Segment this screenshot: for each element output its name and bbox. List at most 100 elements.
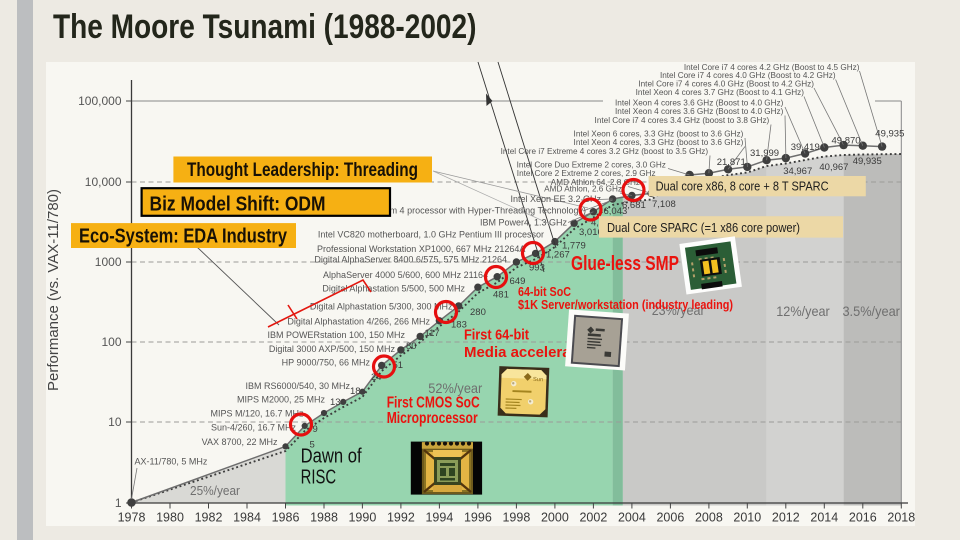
svg-text:1: 1	[115, 496, 122, 510]
svg-text:AMD Athlon, 2.6 GHz: AMD Athlon, 2.6 GHz	[544, 185, 622, 194]
svg-text:AlphaServer 4000 5/600, 600 MH: AlphaServer 4000 5/600, 600 MHz 21164	[323, 270, 488, 280]
svg-text:Performance (vs. VAX-11/780): Performance (vs. VAX-11/780)	[45, 189, 62, 391]
svg-text:5: 5	[310, 440, 315, 451]
svg-text:Intel Core i7 4 cores 4.2 GHz: Intel Core i7 4 cores 4.2 GHz (Boost to …	[684, 63, 860, 72]
svg-text:13: 13	[330, 397, 341, 408]
svg-text:Digital Alphastation 5/300, 30: Digital Alphastation 5/300, 300 MHz	[310, 302, 453, 312]
svg-text:HP 9000/750, 66 MHz: HP 9000/750, 66 MHz	[282, 358, 371, 368]
svg-text:2010: 2010	[733, 511, 761, 525]
svg-text:1000: 1000	[95, 255, 122, 269]
svg-text:Thought Leadership: Threading: Thought Leadership: Threading	[187, 160, 418, 181]
svg-text:1984: 1984	[233, 511, 261, 525]
svg-text:1990: 1990	[348, 511, 376, 525]
svg-text:AMD Athlon 64, 2.8 GHz: AMD Athlon 64, 2.8 GHz	[551, 178, 640, 187]
svg-text:51: 51	[393, 360, 404, 371]
svg-text:1996: 1996	[464, 511, 492, 525]
svg-text:1998: 1998	[502, 511, 530, 525]
svg-text:31,999: 31,999	[750, 148, 779, 159]
svg-text:6,043: 6,043	[604, 206, 628, 217]
svg-text:AX-11/780, 5 MHz: AX-11/780, 5 MHz	[135, 457, 208, 467]
svg-text:1982: 1982	[195, 511, 223, 525]
svg-text:1978: 1978	[118, 511, 146, 525]
svg-text:Sun-4/260, 16.7 MHz: Sun-4/260, 16.7 MHz	[211, 423, 297, 433]
svg-text:First CMOS SoC: First CMOS SoC	[387, 395, 480, 412]
svg-text:1980: 1980	[156, 511, 184, 525]
svg-text:Intel Core i7 Extreme 4 cores: Intel Core i7 Extreme 4 cores 3.2 GHz (b…	[501, 147, 709, 156]
svg-text:52%/year: 52%/year	[428, 380, 482, 396]
svg-text:RISC: RISC	[301, 467, 337, 489]
svg-text:481: 481	[493, 290, 509, 301]
svg-text:IBM RS6000/540, 30 MHz: IBM RS6000/540, 30 MHz	[245, 381, 350, 391]
svg-text:100,000: 100,000	[78, 94, 122, 108]
svg-text:9: 9	[313, 424, 318, 435]
svg-text:MIPS M/120, 16.7 MHz: MIPS M/120, 16.7 MHz	[210, 409, 304, 419]
svg-text:Microprocessor: Microprocessor	[387, 410, 478, 427]
svg-text:Digital AlphaServer 8400 6/575: Digital AlphaServer 8400 6/575, 575 MHz …	[314, 254, 507, 264]
svg-text:183: 183	[451, 320, 467, 331]
svg-text:Intel Core 2 Extreme 2 cores,: Intel Core 2 Extreme 2 cores, 2.9 GHz	[517, 169, 656, 178]
svg-text:Intel Xeon EE 3.2 GHz: Intel Xeon EE 3.2 GHz	[510, 194, 601, 204]
svg-text:21,871: 21,871	[717, 157, 746, 168]
svg-text:Dual Core SPARC (=1 x86 core p: Dual Core SPARC (=1 x86 core power)	[607, 221, 800, 235]
svg-text:12%/year: 12%/year	[776, 303, 830, 319]
svg-text:3.5%/year: 3.5%/year	[842, 303, 900, 319]
svg-text:2000: 2000	[541, 511, 569, 525]
svg-text:Intel Core i7 4 cores 4.0 GHz: Intel Core i7 4 cores 4.0 GHz (Boost to …	[638, 80, 814, 89]
svg-text:25%/year: 25%/year	[190, 484, 240, 498]
svg-text:2016: 2016	[849, 511, 877, 525]
svg-text:24: 24	[371, 372, 382, 383]
svg-text:280: 280	[470, 307, 486, 318]
svg-text:100: 100	[101, 335, 121, 349]
svg-text:649: 649	[510, 276, 526, 287]
svg-text:Digital Alphastation 5/500, 50: Digital Alphastation 5/500, 500 MHz	[322, 284, 465, 294]
svg-text:VAX 8700, 22 MHz: VAX 8700, 22 MHz	[202, 437, 278, 447]
svg-text:Biz Model Shift: ODM: Biz Model Shift: ODM	[150, 194, 326, 216]
svg-text:Intel Core i7 4 cores 4.0 GHz: Intel Core i7 4 cores 4.0 GHz (Boost to …	[660, 71, 836, 80]
svg-text:1994: 1994	[425, 511, 453, 525]
svg-text:18: 18	[350, 386, 361, 397]
svg-text:1988: 1988	[310, 511, 338, 525]
svg-text:2012: 2012	[772, 511, 800, 525]
svg-text:2002: 2002	[579, 511, 607, 525]
svg-text:Sun: Sun	[533, 377, 544, 383]
svg-text:49,935: 49,935	[875, 128, 904, 139]
svg-text:80: 80	[406, 341, 417, 352]
svg-text:Digital 3000 AXP/500, 150 MHz: Digital 3000 AXP/500, 150 MHz	[269, 344, 396, 354]
svg-text:3,016: 3,016	[579, 227, 603, 238]
svg-text:2018: 2018	[887, 511, 915, 525]
svg-text:49,870: 49,870	[832, 136, 861, 147]
svg-text:Intel Core Duo Extreme 2 cores: Intel Core Duo Extreme 2 cores, 3.0 GHz	[517, 160, 666, 169]
svg-text:7,108: 7,108	[652, 199, 676, 210]
svg-text:39,419: 39,419	[791, 142, 820, 153]
svg-text:34,967: 34,967	[783, 166, 812, 177]
svg-text:$1K Server/workstation (indus: $1K Server/workstation (industry leading…	[518, 298, 733, 312]
svg-text:49,935: 49,935	[853, 156, 882, 167]
svg-text:MIPS M2000, 25 MHz: MIPS M2000, 25 MHz	[237, 395, 326, 405]
svg-text:64-bit SoC: 64-bit SoC	[518, 284, 571, 299]
svg-text:Intel Xeon 4 cores 3.7 GHz (Bo: Intel Xeon 4 cores 3.7 GHz (Boost to 4.1…	[636, 88, 805, 97]
svg-text:2004: 2004	[618, 511, 646, 525]
svg-text:117: 117	[425, 328, 440, 339]
svg-text:Digital Alphastation 4/266, 26: Digital Alphastation 4/266, 266 MHz	[287, 317, 430, 327]
svg-text:10: 10	[108, 415, 122, 429]
svg-text:Professional Workstation XP100: Professional Workstation XP1000, 667 MHz…	[317, 244, 525, 254]
svg-text:993: 993	[529, 262, 545, 273]
svg-text:Glue-less SMP: Glue-less SMP	[571, 253, 679, 275]
svg-text:Dual core x86, 8 core + 8 T SP: Dual core x86, 8 core + 8 T SPARC	[656, 180, 829, 194]
svg-text:2008: 2008	[695, 511, 723, 525]
svg-text:Intel Xeon 4 cores 3.6 GHz (Bo: Intel Xeon 4 cores 3.6 GHz (Boost to 4.0…	[615, 99, 784, 108]
svg-text:2014: 2014	[810, 511, 838, 525]
svg-text:IBM Power4, 1.3 GHz: IBM Power4, 1.3 GHz	[480, 217, 568, 227]
svg-text:23%/year: 23%/year	[652, 302, 705, 318]
svg-text:Dawn of: Dawn of	[301, 446, 362, 468]
svg-text:Eco-System: EDA Industry: Eco-System: EDA Industry	[79, 226, 288, 248]
svg-text:First 64-bit: First 64-bit	[464, 328, 529, 344]
svg-text:1,267: 1,267	[546, 250, 570, 261]
svg-text:Intel Xeon 6 cores, 3.3 GHz (b: Intel Xeon 6 cores, 3.3 GHz (boost to 3.…	[574, 129, 744, 138]
svg-text:Intel Xeon 4 cores, 3.3 GHz (b: Intel Xeon 4 cores, 3.3 GHz (boost to 3.…	[574, 138, 744, 147]
svg-text:2006: 2006	[656, 511, 684, 525]
svg-text:Intel Xeon 4 cores 3.6 GHz (Bo: Intel Xeon 4 cores 3.6 GHz (Boost to 4.0…	[615, 107, 784, 116]
svg-text:40,967: 40,967	[819, 162, 848, 173]
svg-text:1986: 1986	[272, 511, 300, 525]
svg-text:Intel VC820 motherboard, 1.0 G: Intel VC820 motherboard, 1.0 GHz Pentium…	[318, 230, 544, 240]
